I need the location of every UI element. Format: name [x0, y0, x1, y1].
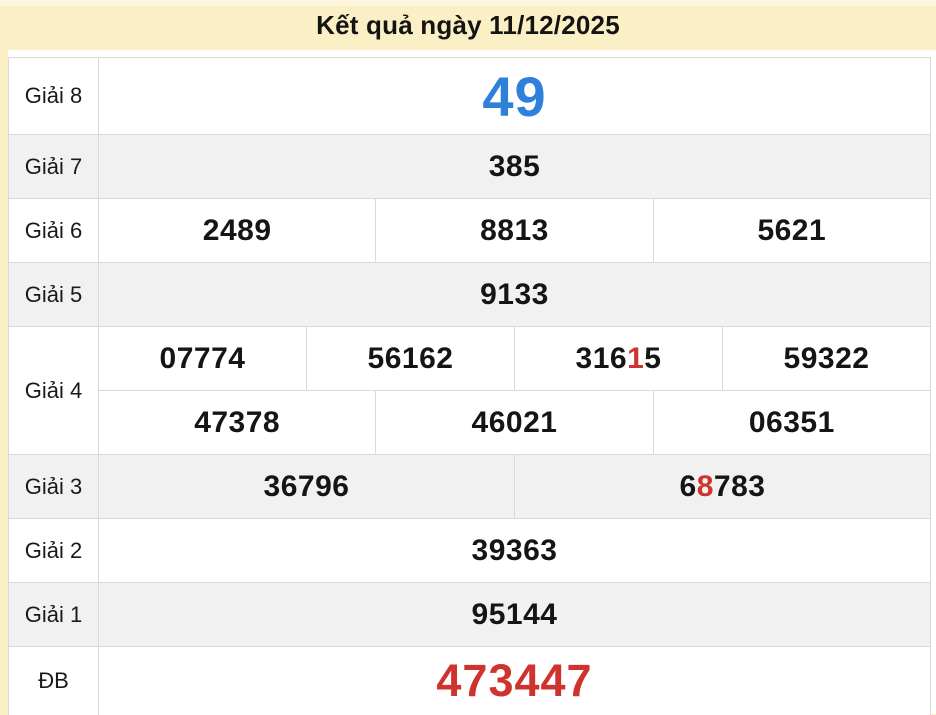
prize-number: 47378 [99, 391, 377, 454]
prize-row-label: Giải 3 [9, 455, 99, 518]
prize-value-subrow: 07774 56162 316 1 5 59322 [99, 327, 931, 391]
prize-row: Giải 3 36796 6 8 783 [9, 455, 931, 519]
header-top-strip [0, 0, 936, 6]
prize-number: 473447 [99, 647, 931, 715]
prize-row: Giải 1 95144 [9, 583, 931, 647]
page-title: Kết quả ngày 11/12/2025 [316, 9, 620, 40]
prize-row: Giải 8 49 [9, 58, 931, 135]
highlighted-digit: 1 [627, 341, 645, 375]
prize-values-area: 07774 56162 316 1 5 59322 47378 46021 06351 [99, 327, 931, 454]
prize-row-label: Giải 1 [9, 583, 99, 646]
prize-row-label: Giải 6 [9, 199, 99, 262]
prize-row: ĐB 473447 [9, 647, 931, 715]
prize-number: 39363 [99, 519, 931, 582]
results-table-wrapper: Giải 8 49 Giải 7 385 Giải 6 2489 8813 5621 Giải … [8, 50, 936, 715]
prize-number: 95144 [99, 583, 931, 646]
prize-number: 6 8 783 [515, 455, 931, 518]
prize-value-subrow: 36796 6 8 783 [99, 455, 931, 518]
prize-value-subrow: 2489 8813 5621 [99, 199, 931, 262]
prize-number: 8813 [376, 199, 654, 262]
prize-value-subrow: 9133 [99, 263, 931, 326]
prize-number: 59322 [723, 327, 931, 390]
prize-number: 5621 [654, 199, 931, 262]
prize-values-area: 2489 8813 5621 [99, 199, 931, 262]
prize-value-subrow: 385 [99, 135, 931, 198]
prize-row-label: Giải 4 [9, 327, 99, 454]
prize-row-label: Giải 8 [9, 58, 99, 134]
prize-number: 56162 [307, 327, 515, 390]
highlighted-digit: 8 [696, 469, 714, 503]
lottery-results-table: Giải 8 49 Giải 7 385 Giải 6 2489 8813 5621 Giải … [8, 57, 931, 715]
prize-row: Giải 6 2489 8813 5621 [9, 199, 931, 263]
prize-number: 316 1 5 [515, 327, 723, 390]
prize-values-area: 9133 [99, 263, 931, 326]
prize-number: 36796 [99, 455, 515, 518]
results-header: Kết quả ngày 11/12/2025 [0, 0, 936, 50]
prize-row: Giải 7 385 [9, 135, 931, 199]
prize-row-label: Giải 7 [9, 135, 99, 198]
prize-number: 385 [99, 135, 931, 198]
prize-number: 2489 [99, 199, 377, 262]
prize-row: Giải 5 9133 [9, 263, 931, 327]
prize-row-label: Giải 2 [9, 519, 99, 582]
prize-number: 49 [99, 58, 931, 134]
prize-value-subrow: 47378 46021 06351 [99, 391, 931, 454]
prize-values-area: 385 [99, 135, 931, 198]
prize-value-subrow: 39363 [99, 519, 931, 582]
prize-values-area: 49 [99, 58, 931, 134]
prize-number: 06351 [654, 391, 931, 454]
prize-value-subrow: 95144 [99, 583, 931, 646]
prize-row: Giải 2 39363 [9, 519, 931, 583]
prize-values-area: 95144 [99, 583, 931, 646]
prize-row: Giải 4 07774 56162 316 1 5 59322 47378 46021 0635… [9, 327, 931, 455]
prize-values-area: 36796 6 8 783 [99, 455, 931, 518]
prize-row-label: Giải 5 [9, 263, 99, 326]
prize-row-label: ĐB [9, 647, 99, 715]
prize-number: 46021 [376, 391, 654, 454]
prize-number: 07774 [99, 327, 307, 390]
prize-values-area: 39363 [99, 519, 931, 582]
prize-value-subrow: 49 [99, 58, 931, 134]
prize-value-subrow: 473447 [99, 647, 931, 715]
prize-values-area: 473447 [99, 647, 931, 715]
prize-number: 9133 [99, 263, 931, 326]
